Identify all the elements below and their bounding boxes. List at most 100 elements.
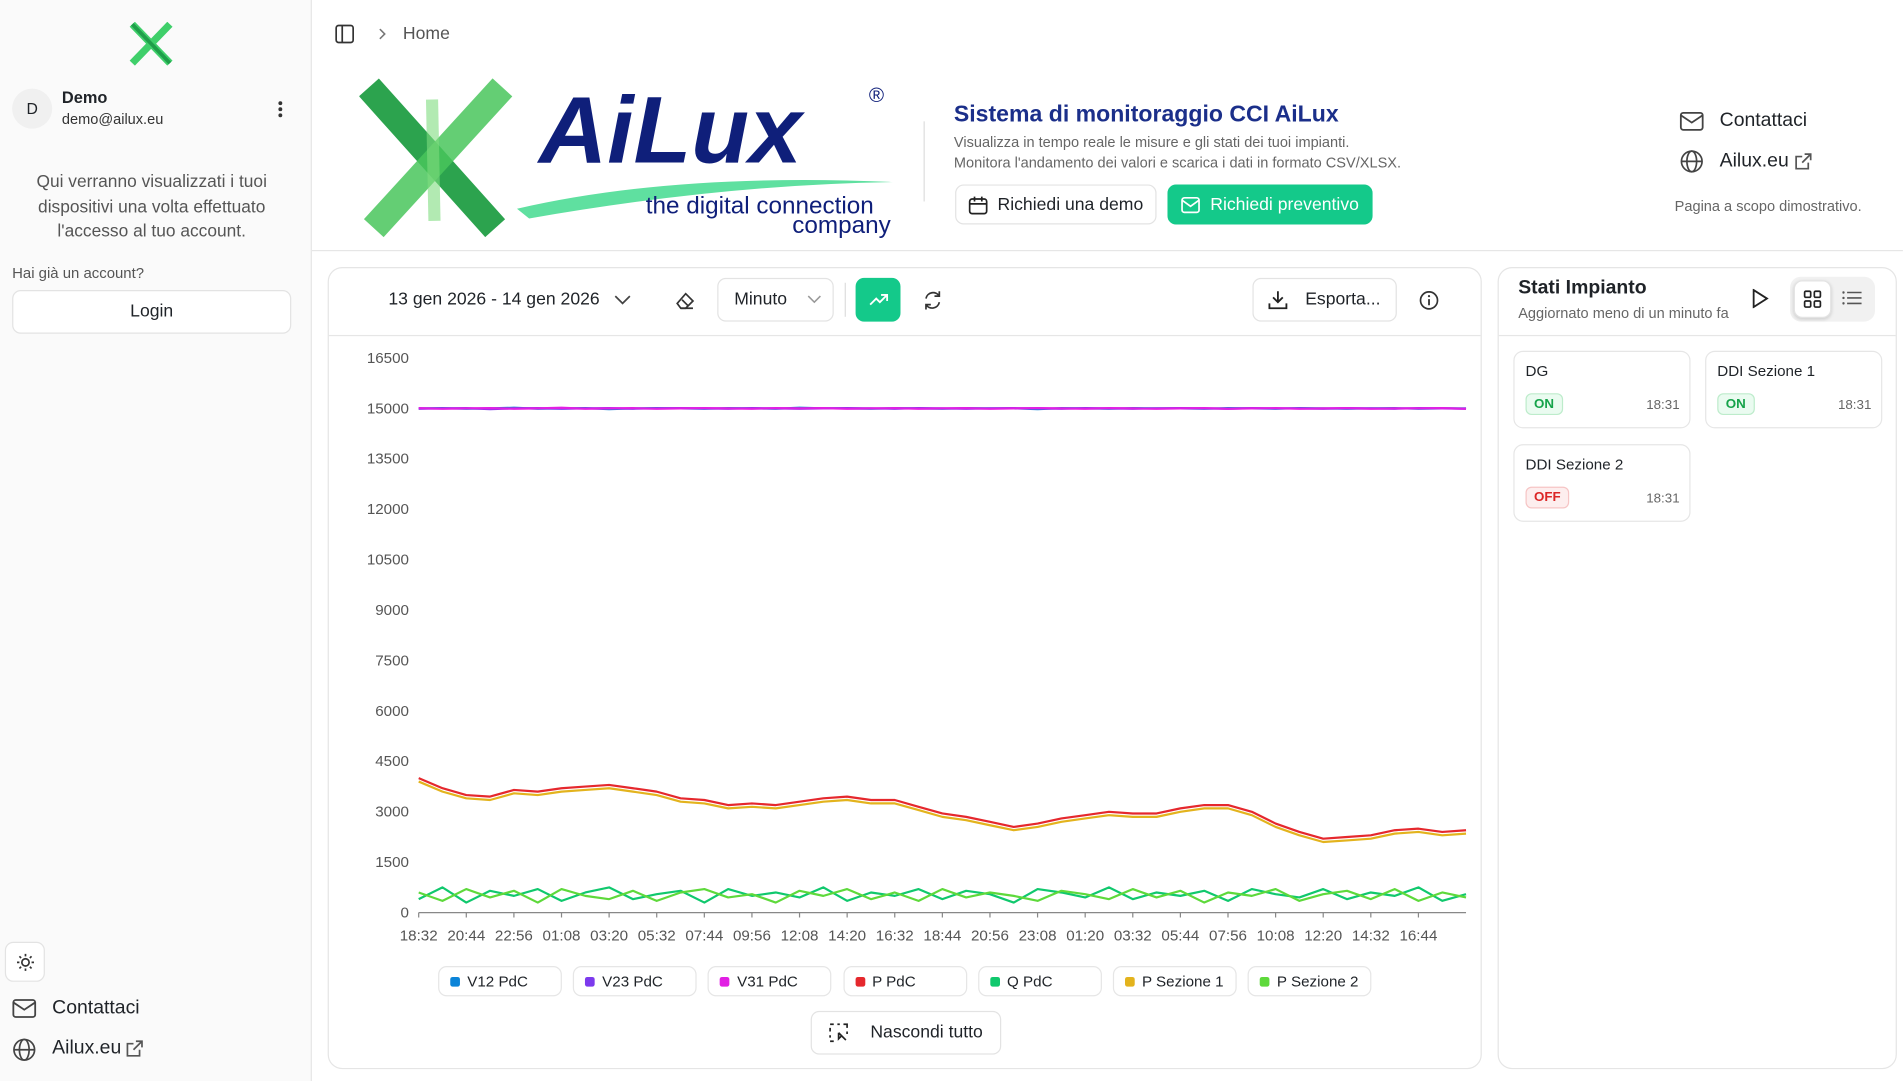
status-time: 18:31 [1837,398,1872,413]
header-subtitle: Visualizza in tempo reale le misure e gl… [953,133,1350,151]
legend-swatch [1125,976,1135,987]
grid-view-button[interactable] [1793,280,1832,318]
series-line [418,406,1467,410]
button-label: Esporta... [1305,290,1381,310]
brand-tagline: company [792,212,891,239]
user-email: demo@ailux.eu [61,110,164,128]
brand-logo: AiLux ® the digital connection company [359,78,894,239]
y-tick-label: 13500 [367,451,409,468]
status-badge: ON [1525,393,1563,416]
x-tick-label: 23:08 [1019,928,1057,945]
sidebar [0,0,312,1081]
status-subtitle: Aggiornato meno di un minuto fa [1518,304,1729,322]
header-subtitle: Monitora l'andamento dei valori e scaric… [953,154,1402,172]
legend-item[interactable]: P Sezione 2 [1247,966,1372,997]
legend-item[interactable]: P PdC [842,966,967,997]
x-tick-label: 12:08 [781,928,819,945]
chevron-down [807,295,821,304]
x-tick-label: 03:32 [1114,928,1152,945]
external-icon [1795,153,1812,170]
legend-swatch [990,976,1000,987]
sidebar-link[interactable]: Contattaci [52,997,140,1019]
y-tick-label: 10500 [367,552,409,569]
eraser-button[interactable] [675,290,696,311]
y-tick-label: 15000 [367,400,409,417]
chevron-down [614,295,631,305]
sun-icon [16,953,34,971]
status-item: DG ON 18:31 [1513,350,1691,429]
toolbar-border [328,334,1481,337]
y-tick-label: 1500 [375,854,409,871]
globe-icon [1680,150,1703,173]
hide-all-button[interactable]: Nascondi tutto [810,1010,1002,1055]
legend-item[interactable]: P Sezione 1 [1112,966,1237,997]
user-menu[interactable] [274,100,286,119]
login-button[interactable]: Login [12,290,292,334]
status-badge: ON [1717,393,1755,416]
status-border [1498,334,1896,337]
button-label: Richiedi una demo [997,194,1144,215]
quote-button[interactable]: Richiedi preventivo [1167,184,1373,225]
series-line [418,780,1467,844]
legend-item[interactable]: V23 PdC [573,966,697,997]
header-link[interactable]: Ailux.eu [1719,150,1789,172]
legend-label: P Sezione 1 [1141,972,1224,990]
x-tick-label: 18:32 [400,928,438,945]
x-tick-label: 16:32 [876,928,914,945]
legend-item[interactable]: V12 PdC [438,966,562,997]
x-tick-label: 20:44 [447,928,485,945]
legend-item[interactable]: Q PdC [977,966,1102,997]
y-tick-label: 7500 [375,652,409,669]
sidebar-toggle[interactable] [335,24,355,44]
y-tick-label: 0 [401,904,409,921]
y-tick-label: 16500 [367,350,409,367]
x-tick-label: 01:20 [1066,928,1104,945]
x-tick-label: 20:56 [971,928,1009,945]
external-icon [126,1040,143,1057]
interval-select[interactable]: Minuto [717,277,834,322]
trend-button[interactable] [855,277,901,322]
x-tick-label: 05:44 [1161,928,1199,945]
mail-icon [1181,196,1201,213]
y-tick-label: 12000 [367,501,409,518]
export-button[interactable]: Esporta... [1252,277,1397,322]
download-icon [1269,291,1288,310]
legend-item[interactable]: V31 PdC [708,966,832,997]
header-link[interactable]: Contattaci [1719,110,1808,132]
brand-registered: ® [869,84,884,107]
avatar: D [12,88,53,129]
x-tick-label: 16:44 [1399,928,1437,945]
x-tick-label: 10:08 [1257,928,1295,945]
sidebar-info: Qui verranno visualizzati i tuoi disposi… [36,172,267,242]
mail-icon [12,999,37,1018]
trend-icon [868,293,888,306]
theme-toggle[interactable] [4,941,45,982]
status-card [1497,266,1897,1070]
demo-button[interactable]: Richiedi una demo [955,184,1157,225]
play-button[interactable] [1751,288,1769,309]
x-tick-label: 07:44 [685,928,723,945]
status-name: DDI Sezione 1 [1717,362,1816,380]
legend-label: V12 PdC [467,972,528,990]
legend-swatch [450,976,460,987]
header-border [311,250,1903,252]
refresh-button[interactable] [922,290,943,311]
header-title: Sistema di monitoraggio CCI AiLux [953,101,1339,128]
chart-card [327,266,1482,1070]
info-button[interactable] [1419,290,1440,311]
list-view-button[interactable] [1842,290,1862,306]
x-tick-label: 14:20 [828,928,866,945]
sidebar-link[interactable]: Ailux.eu [52,1037,122,1059]
brand-name: AiLux [537,78,805,184]
legend-label: P Sezione 2 [1276,972,1359,990]
brand-tagline: the digital connection [646,193,874,220]
grid-icon [1803,290,1822,308]
status-time: 18:31 [1646,398,1680,413]
date-range[interactable]: 13 gen 2026 - 14 gen 2026 [388,290,600,310]
x-tick-label: 12:20 [1304,928,1342,945]
select-icon [829,1023,849,1043]
button-label: Richiedi preventivo [1210,194,1359,215]
status-title: Stati Impianto [1518,277,1647,299]
